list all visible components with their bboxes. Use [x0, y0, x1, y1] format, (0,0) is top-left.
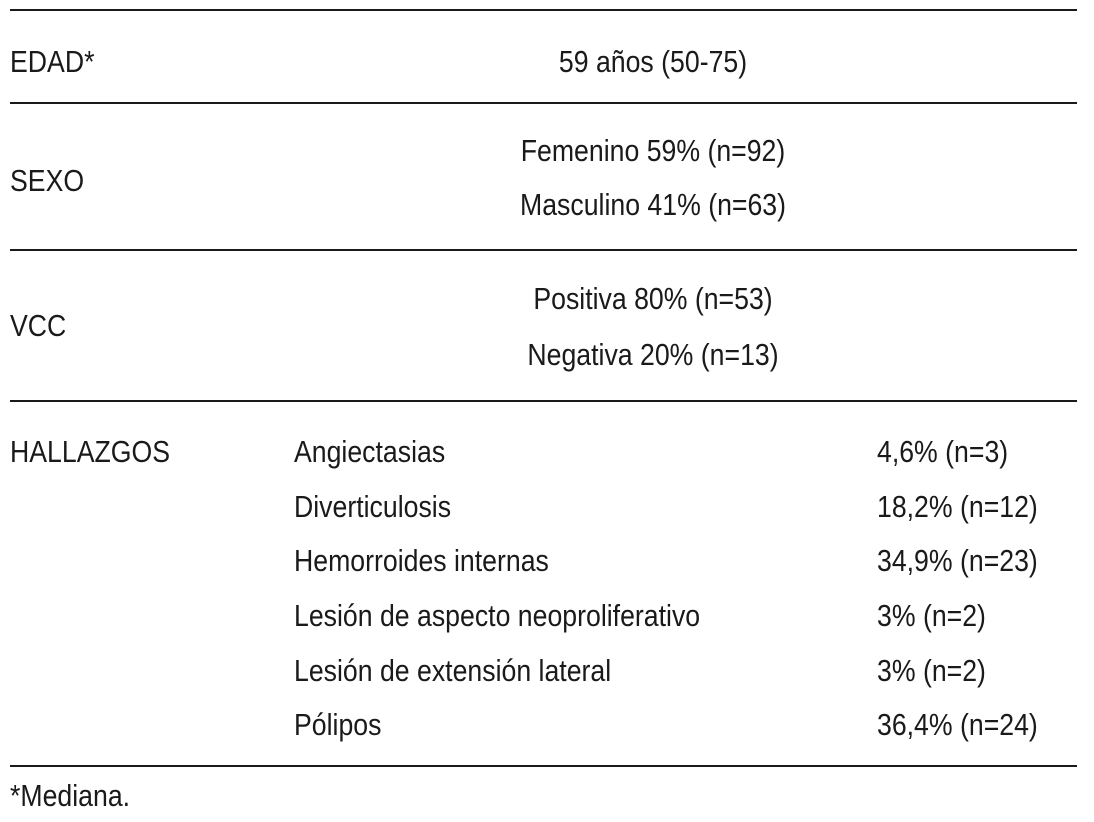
hallazgo-value: 4,6% (n=3): [877, 434, 1009, 469]
hallazgo-value: 18,2% (n=12): [877, 489, 1038, 524]
hallazgo-name: Lesión de extensión lateral: [294, 653, 612, 688]
demographics-table: EDAD* 59 años (50-75) SEXO Femenino 59% …: [10, 0, 1077, 822]
hallazgo-value: 36,4% (n=24): [877, 707, 1038, 742]
hallazgo-name: Diverticulosis: [294, 489, 452, 524]
row-value-vcc-negativa: Negativa 20% (n=13): [527, 337, 779, 372]
row-label-hallazgos: HALLAZGOS: [10, 434, 171, 469]
row-value-sexo-femenino: Femenino 59% (n=92): [520, 133, 786, 168]
row-value-vcc-positiva: Positiva 80% (n=53): [533, 281, 773, 316]
hallazgo-name: Hemorroides internas: [294, 543, 549, 578]
table-top-rule: [10, 9, 1077, 11]
hallazgo-name: Angiectasias: [294, 434, 446, 469]
row-label-edad: EDAD*: [10, 44, 95, 79]
hallazgo-name: Lesión de aspecto neoproliferativo: [294, 598, 701, 633]
row-divider: [10, 249, 1077, 251]
hallazgo-value: 3% (n=2): [877, 653, 986, 688]
row-label-vcc: VCC: [10, 308, 67, 343]
hallazgo-value: 3% (n=2): [877, 598, 986, 633]
row-divider: [10, 102, 1077, 104]
hallazgo-value: 34,9% (n=23): [877, 543, 1038, 578]
row-label-sexo: SEXO: [10, 163, 85, 198]
row-divider: [10, 400, 1077, 402]
table-footnote: *Mediana.: [10, 778, 131, 813]
row-value-sexo-masculino: Masculino 41% (n=63): [519, 187, 787, 222]
hallazgo-name: Pólipos: [294, 707, 382, 742]
row-value-edad: 59 años (50-75): [558, 44, 748, 79]
table-bottom-rule: [10, 765, 1077, 767]
